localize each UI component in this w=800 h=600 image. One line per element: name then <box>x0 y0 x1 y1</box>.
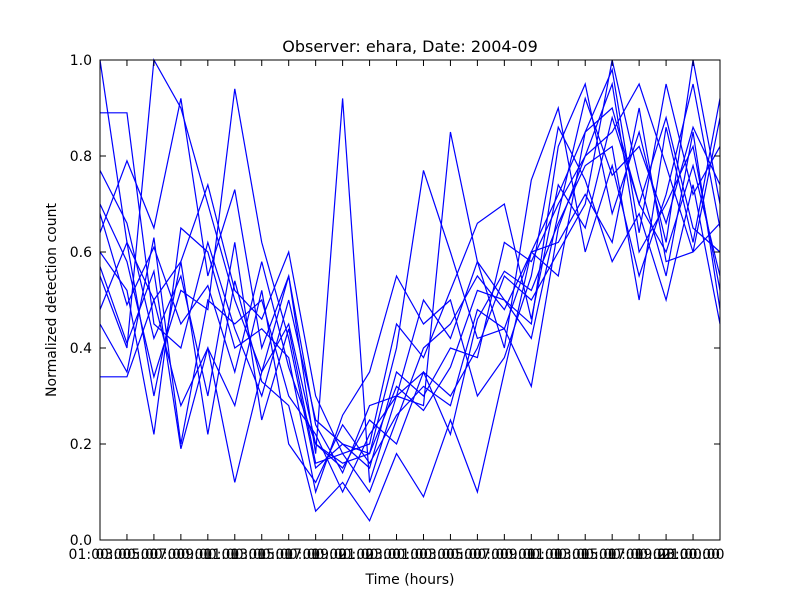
series-line-10 <box>99 67 721 523</box>
x-tick-label: 19:00:00 <box>635 547 698 563</box>
y-tick-label: 0.8 <box>70 149 92 165</box>
series-layer <box>99 58 721 523</box>
x-tick-label: 09:00:00 <box>176 547 239 563</box>
x-tick-label: 23:00:00 <box>365 547 428 563</box>
x-tick-label: 07:00:00 <box>473 547 536 563</box>
ticks-layer: 0.00.20.40.60.81.001:00:0003:00:0005:00:… <box>69 53 725 563</box>
x-tick-label: 01:00:00 <box>392 547 455 563</box>
series-line-8 <box>100 98 721 483</box>
x-tick-label: 03:00:00 <box>96 547 159 563</box>
y-tick-label: 0.4 <box>70 341 92 357</box>
x-tick-label: 05:00:00 <box>446 547 509 563</box>
series-line-3 <box>99 59 721 483</box>
x-tick-label: 15:00:00 <box>257 547 320 563</box>
x-tick-label: 23:00:00 <box>657 547 720 563</box>
chart-title: Observer: ehara, Date: 2004-09 <box>282 37 538 56</box>
x-tick-label: 11:00:00 <box>203 547 266 563</box>
x-tick-label: 11:00:00 <box>527 547 590 563</box>
x-tick-label: 15:00:00 <box>581 547 644 563</box>
x-tick-label: 13:00:00 <box>554 547 617 563</box>
series-line-12 <box>99 96 721 464</box>
series-line-5 <box>99 82 721 470</box>
series-line-9 <box>99 115 721 464</box>
series-line-6 <box>99 83 721 494</box>
x-tick-label: 17:00:00 <box>608 547 671 563</box>
x-tick-label: 03:00:00 <box>419 547 482 563</box>
y-tick-label: 0.0 <box>70 533 92 549</box>
series-line-4 <box>99 58 721 469</box>
y-tick-label: 0.6 <box>70 245 92 261</box>
x-tick-label: 01:00:00 <box>69 547 132 563</box>
series-line-7 <box>99 125 721 495</box>
series-line-11 <box>99 107 721 484</box>
x-tick-label: 21:00:00 <box>662 547 725 563</box>
series-line-2 <box>100 81 721 470</box>
x-axis-label: Time (hours) <box>365 572 455 588</box>
y-tick-label: 0.2 <box>70 437 92 453</box>
y-axis-label: Normalized detection count <box>44 203 60 397</box>
plot-frame <box>99 59 721 541</box>
x-tick-label: 19:00:00 <box>311 547 374 563</box>
y-tick-label: 1.0 <box>70 53 92 69</box>
x-tick-label: 07:00:00 <box>149 547 212 563</box>
x-tick-label: 09:00:00 <box>500 547 563 563</box>
x-tick-label: 17:00:00 <box>284 547 347 563</box>
x-tick-label: 05:00:00 <box>122 547 185 563</box>
x-tick-label: 21:00:00 <box>338 547 401 563</box>
x-tick-label: 13:00:00 <box>230 547 293 563</box>
